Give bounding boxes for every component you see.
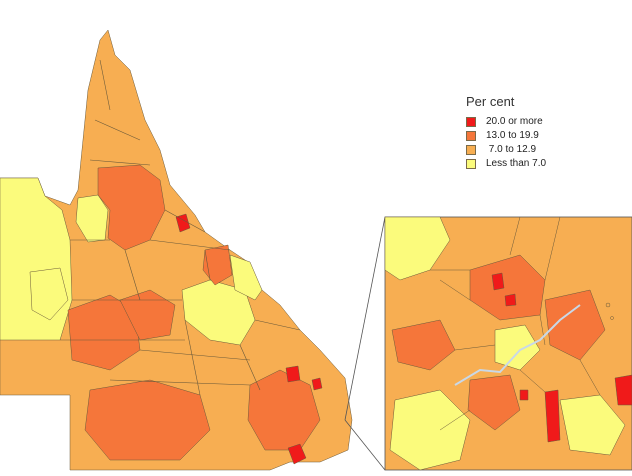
inset-red-2 — [504, 293, 517, 307]
inset-red-1 — [491, 272, 505, 291]
region-southcentral-orange — [84, 379, 211, 461]
inset-orange-west — [391, 319, 456, 371]
legend-item: 20.0 or more — [466, 115, 546, 128]
brisbane-inset-map — [384, 216, 632, 471]
region-east-yellow — [229, 254, 263, 301]
legend-label: 13.0 to 19.9 — [486, 130, 539, 141]
legend-label: 20.0 or more — [486, 116, 543, 127]
map-legend: Per cent 20.0 or more 13.0 to 19.9 7.0 t… — [466, 94, 546, 171]
legend-label: 7.0 to 12.9 — [486, 144, 537, 155]
inset-orange-east — [544, 289, 606, 361]
region-southeast-orange — [247, 369, 321, 451]
region-se-red-1 — [285, 365, 301, 383]
legend-swatch-dark-orange — [466, 130, 476, 141]
river — [454, 304, 581, 386]
legend-item: 13.0 to 19.9 — [466, 129, 546, 142]
legend-swatch-orange — [466, 144, 476, 155]
inset-red-5 — [519, 389, 529, 401]
inset-yellow-southeast — [559, 394, 626, 456]
legend-item: Less than 7.0 — [466, 157, 546, 170]
region-north-orange — [97, 164, 166, 251]
region-coast-orange — [202, 244, 233, 286]
inset-red-3 — [544, 389, 561, 443]
region-se-red-3 — [311, 377, 323, 391]
inset-orange-south — [467, 374, 521, 431]
legend-title: Per cent — [466, 94, 515, 109]
inset-yellow-south — [389, 389, 471, 471]
region-midwest-orange — [119, 289, 176, 341]
region-southwest-yellow — [29, 267, 69, 321]
region-se-red-2 — [287, 443, 307, 465]
inset-red-4 — [614, 374, 632, 406]
inset-yellow-centre — [494, 324, 541, 371]
region-coast-red — [175, 213, 191, 233]
legend-label: Less than 7.0 — [486, 158, 547, 169]
legend-item: 7.0 to 12.9 — [466, 143, 546, 156]
legend-swatch-yellow — [466, 158, 476, 169]
inset-callout-lines — [344, 216, 386, 471]
queensland-main-map — [0, 29, 353, 471]
legend-swatch-red — [466, 116, 476, 127]
